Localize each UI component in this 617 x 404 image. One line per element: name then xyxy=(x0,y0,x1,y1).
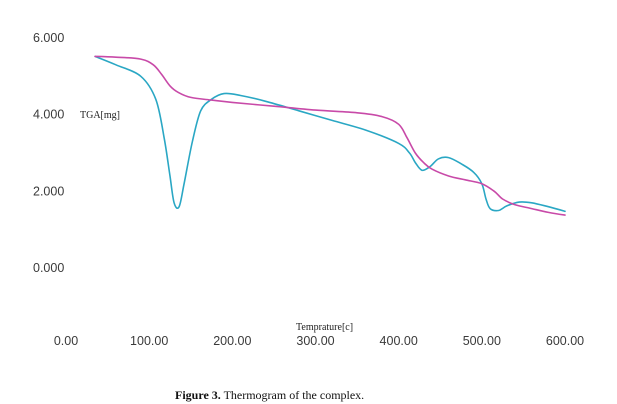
y-tick-label: 2.000 xyxy=(33,184,64,198)
series-line-2 xyxy=(94,55,566,216)
figure-caption-text: Thermogram of the complex. xyxy=(221,388,364,402)
y-axis-label: TGA[mg] xyxy=(80,110,120,121)
series-line-1 xyxy=(94,55,566,213)
series-lines xyxy=(94,55,566,216)
x-axis-ticks: 0.00 100.00 200.00 300.00 400.00 500.00 600.00 xyxy=(54,334,584,348)
x-tick-label: 0.00 xyxy=(54,334,78,348)
x-tick-label: 300.00 xyxy=(296,334,334,348)
x-tick-label: 400.00 xyxy=(380,334,418,348)
y-tick-label: 6.000 xyxy=(33,31,64,45)
y-tick-label: 4.000 xyxy=(33,108,64,122)
x-tick-label: 100.00 xyxy=(130,334,168,348)
x-tick-label: 500.00 xyxy=(463,334,501,348)
x-tick-label: 200.00 xyxy=(213,334,251,348)
y-tick-label: 0.000 xyxy=(33,261,64,275)
x-axis-label: Temprature[c] xyxy=(296,322,353,333)
x-tick-label: 600.00 xyxy=(546,334,584,348)
figure-caption-label: Figure 3. xyxy=(175,388,221,402)
y-axis-ticks: 0.000 2.000 4.000 6.000 xyxy=(33,31,64,275)
figure-caption: Figure 3. Thermogram of the complex. xyxy=(175,388,364,402)
